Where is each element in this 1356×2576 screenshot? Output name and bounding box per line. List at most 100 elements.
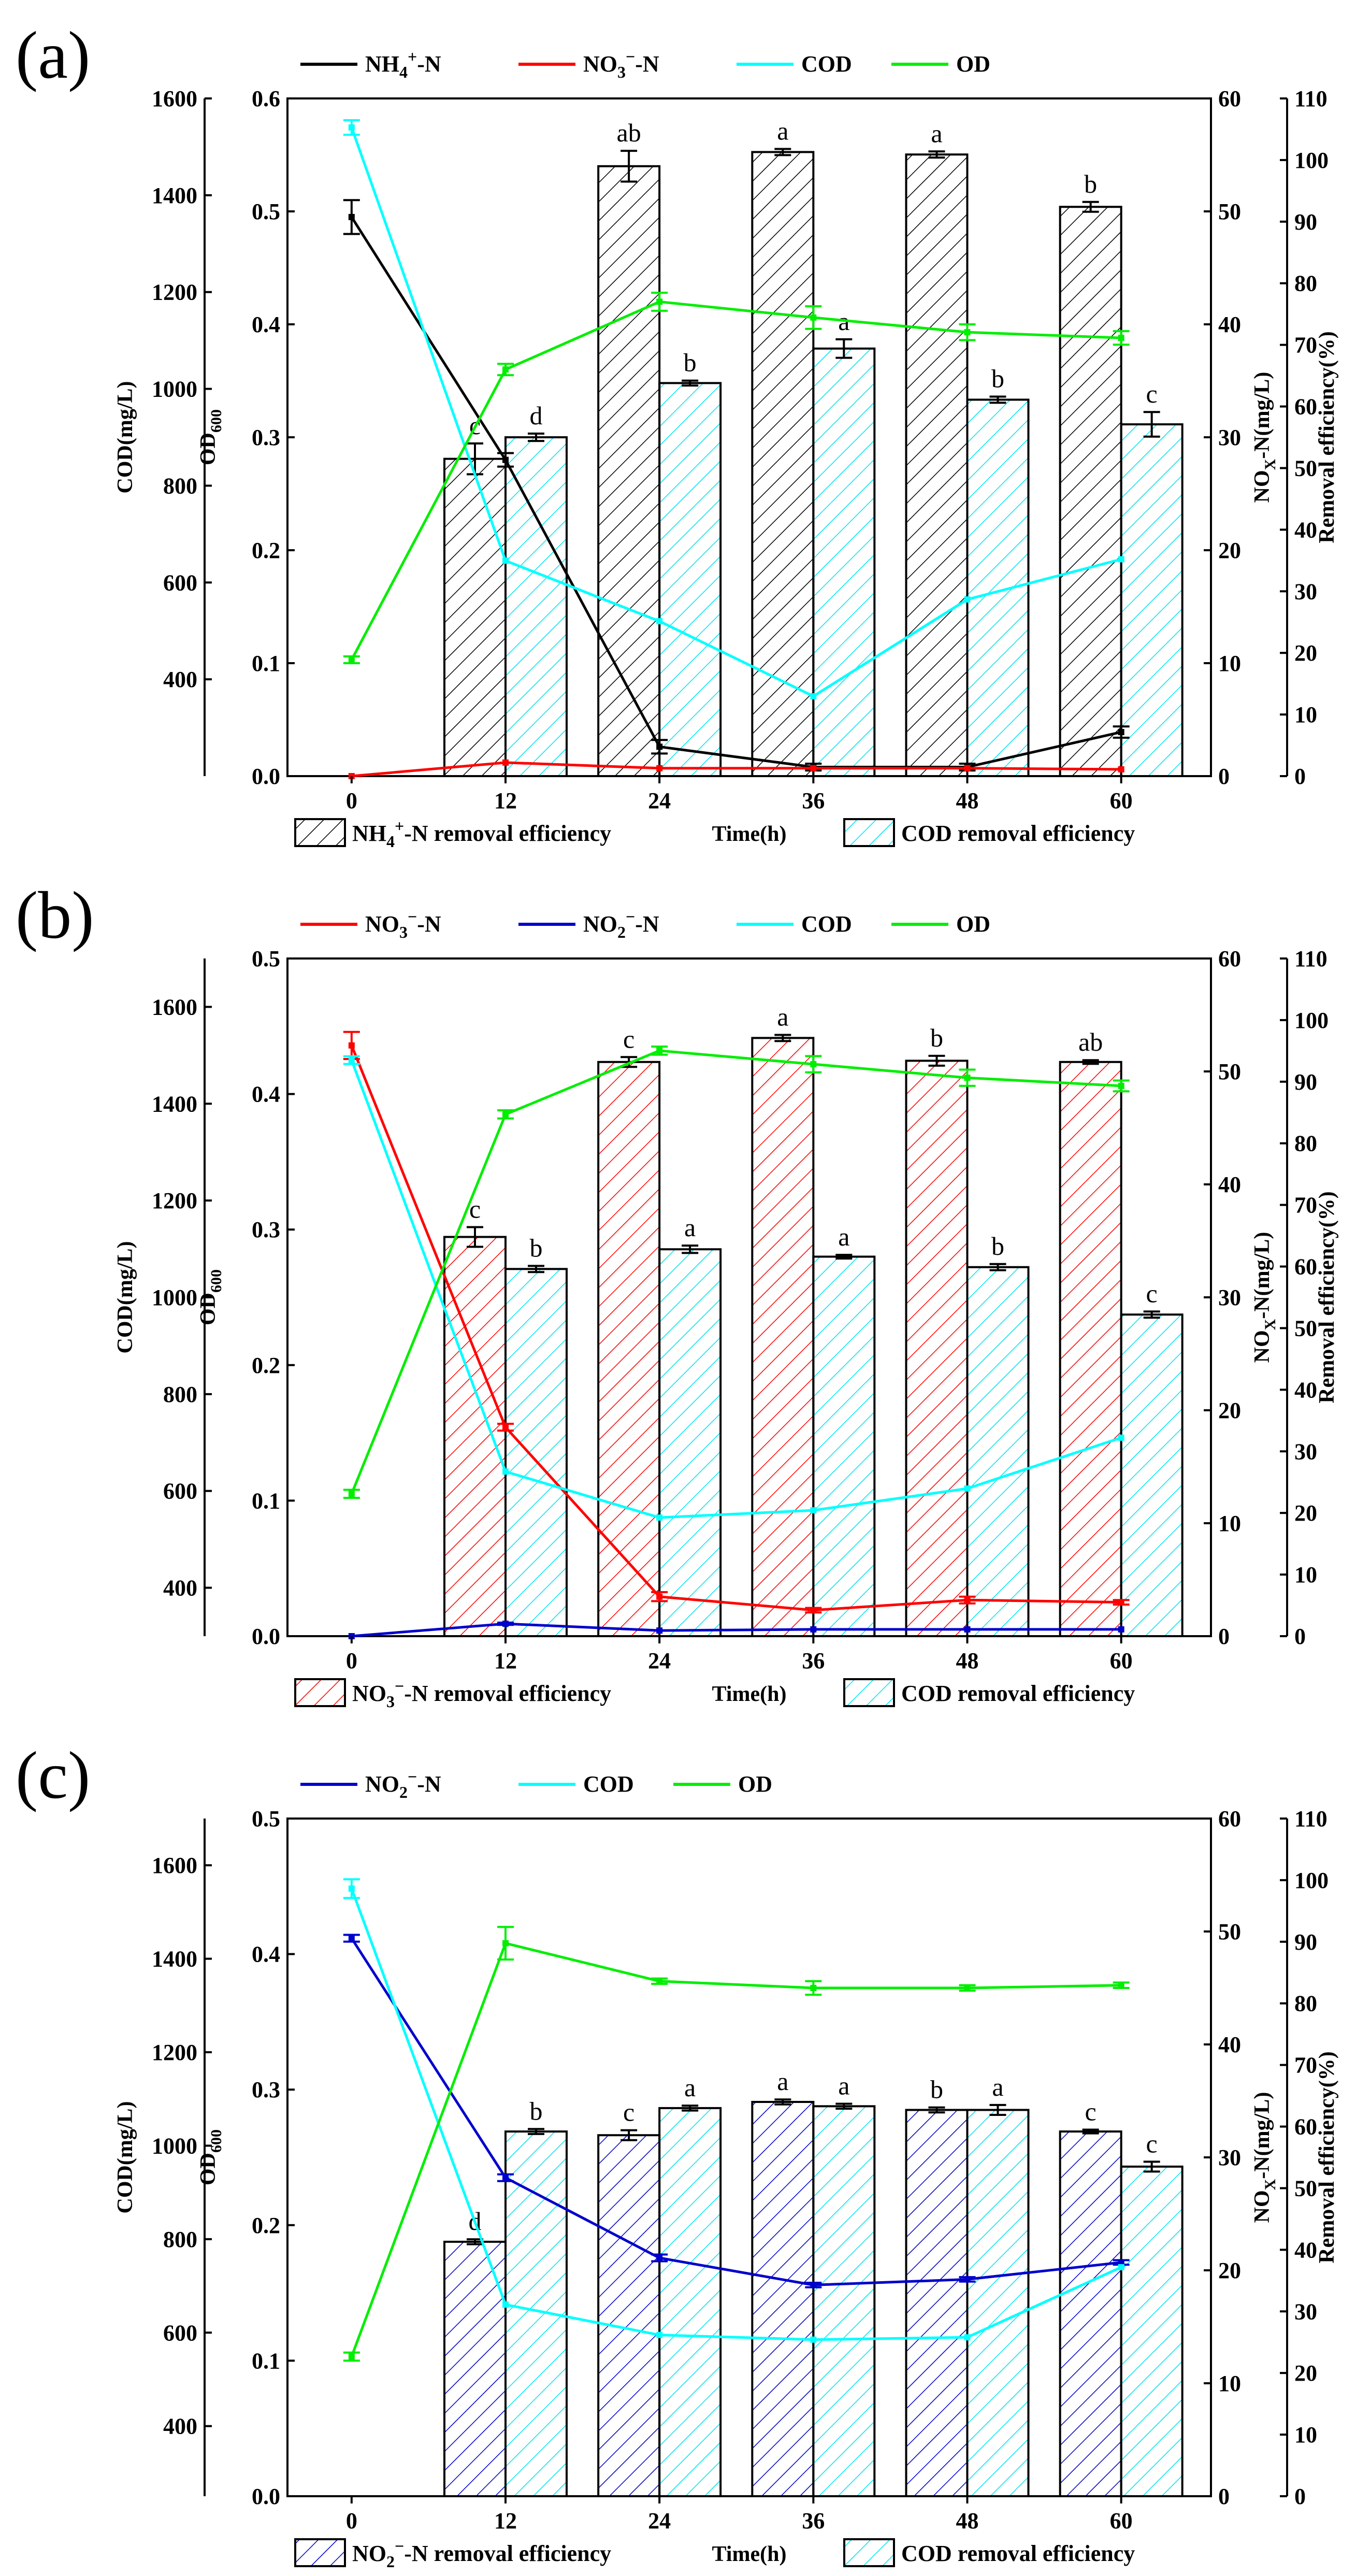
- removal-tick-label: 50: [1294, 2176, 1317, 2201]
- x-tick-label: 0: [346, 788, 357, 813]
- nox-tick-label: 60: [1218, 1806, 1241, 1831]
- x-tick-label: 48: [956, 1648, 978, 1673]
- removal-tick-label: 30: [1294, 579, 1317, 604]
- x-tick-label: 48: [956, 2508, 978, 2534]
- significance-letter: c: [623, 1024, 634, 1053]
- bar: [1120, 2165, 1184, 2498]
- od-axis-title: OD600: [196, 1269, 225, 1325]
- series-point: [1118, 2264, 1124, 2270]
- legend-bar-swatch: [843, 2538, 895, 2567]
- significance-letter: a: [777, 117, 788, 146]
- cod-tick-label: 1000: [152, 377, 197, 402]
- panel-label: (b): [16, 878, 94, 953]
- removal-tick-label: 90: [1294, 1069, 1317, 1095]
- od-tick-label: 0.5: [252, 199, 280, 224]
- legend-line-label: NO3−-N: [583, 47, 659, 81]
- nox-tick-label: 40: [1218, 1172, 1241, 1197]
- nox-tick-label: 30: [1218, 2145, 1241, 2170]
- significance-letter: b: [529, 1233, 542, 1262]
- removal-tick-label: 30: [1294, 1439, 1317, 1464]
- removal-tick-label: 70: [1294, 333, 1317, 358]
- bar: [1120, 1313, 1184, 1637]
- removal-tick-label: 20: [1294, 640, 1317, 666]
- series-point: [964, 1626, 971, 1633]
- x-tick-label: 24: [648, 2508, 671, 2534]
- bar: [597, 2134, 661, 2498]
- cod-tick-label: 600: [163, 2320, 197, 2345]
- x-tick-label: 36: [802, 2508, 825, 2534]
- legend-line-label: NH4+-N: [365, 47, 441, 81]
- significance-letter: c: [1146, 1279, 1158, 1308]
- significance-letter: c: [623, 2098, 634, 2127]
- nox-tick-label: 50: [1218, 1919, 1241, 1944]
- cod-tick-label: 800: [163, 1382, 197, 1407]
- legend-line-label: OD: [738, 1771, 772, 1797]
- significance-letter: a: [684, 1213, 696, 1242]
- series-point: [964, 765, 971, 771]
- legend-bar-label: COD removal efficiency: [901, 821, 1135, 846]
- x-axis-title: Time(h): [712, 2542, 787, 2566]
- series-line: [351, 761, 1121, 778]
- removal-tick-label: 20: [1294, 2360, 1317, 2386]
- od-tick-label: 0.4: [252, 1942, 280, 1967]
- cod-tick-label: 1000: [152, 2133, 197, 2158]
- bar: [1059, 1061, 1122, 1638]
- cod-tick-label: 400: [163, 1576, 197, 1601]
- series-line: [350, 1941, 1121, 2357]
- nox-tick-label: 10: [1218, 1511, 1241, 1536]
- od-tick-label: 0.3: [252, 425, 280, 450]
- removal-tick-label: 10: [1294, 2422, 1317, 2448]
- bar: [905, 1060, 969, 1637]
- series-point: [1118, 556, 1124, 563]
- series-point: [810, 2336, 817, 2343]
- removal-tick-label: 40: [1294, 1377, 1317, 1403]
- cod-tick-label: 400: [163, 2414, 197, 2439]
- significance-letter: ab: [617, 118, 641, 147]
- removal-axis-title: Removal efficiency(%): [1315, 2051, 1339, 2263]
- bar: [751, 1037, 815, 1637]
- legend-bar-label: COD removal efficiency: [901, 1681, 1135, 1706]
- x-tick-label: 60: [1110, 1648, 1133, 1673]
- removal-tick-label: 100: [1294, 1868, 1329, 1893]
- legend-line-label: COD: [801, 51, 852, 77]
- legend-line-label: NO2−-N: [583, 907, 659, 941]
- x-tick-label: 12: [494, 2508, 517, 2534]
- x-tick-label: 36: [802, 788, 825, 813]
- bar: [504, 436, 568, 777]
- bar: [812, 347, 876, 777]
- nox-tick-label: 60: [1218, 86, 1241, 111]
- x-tick-label: 12: [494, 788, 517, 813]
- significance-letter: a: [684, 2073, 696, 2102]
- significance-letter: b: [991, 364, 1004, 393]
- od-tick-label: 0.0: [252, 2484, 280, 2509]
- nox-axis-title: NOX-N(mg/L): [1250, 2092, 1279, 2223]
- legend-bar-label: NH4+-N removal efficiency: [352, 817, 611, 851]
- series-point: [964, 596, 971, 603]
- significance-letter: c: [1146, 379, 1158, 408]
- series-point: [656, 618, 663, 625]
- series-point: [810, 765, 817, 771]
- nox-axis-title: NOX-N(mg/L): [1250, 372, 1279, 503]
- legend-bar-swatch: [843, 818, 895, 847]
- bar: [966, 1266, 1030, 1638]
- removal-tick-label: 60: [1294, 2114, 1317, 2140]
- bar: [597, 1061, 661, 1638]
- bar: [966, 398, 1030, 777]
- significance-letter: a: [838, 2071, 849, 2100]
- legend-bar-swatch: [294, 2538, 346, 2567]
- cod-tick-label: 1200: [152, 280, 197, 305]
- removal-tick-label: 80: [1294, 1131, 1317, 1156]
- od-tick-label: 0.1: [252, 651, 280, 676]
- legend-line-label: NO3−-N: [365, 907, 441, 941]
- bar: [658, 2107, 722, 2498]
- removal-tick-label: 0: [1294, 2484, 1306, 2509]
- od-tick-label: 0.4: [252, 312, 280, 337]
- removal-tick-label: 80: [1294, 1991, 1317, 2016]
- removal-tick-label: 10: [1294, 702, 1317, 727]
- cod-axis-title: COD(mg/L): [113, 381, 137, 494]
- cod-tick-label: 1200: [152, 1188, 197, 1213]
- series-point: [502, 2301, 509, 2308]
- bar: [658, 1248, 722, 1638]
- cod-tick-label: 600: [163, 1479, 197, 1504]
